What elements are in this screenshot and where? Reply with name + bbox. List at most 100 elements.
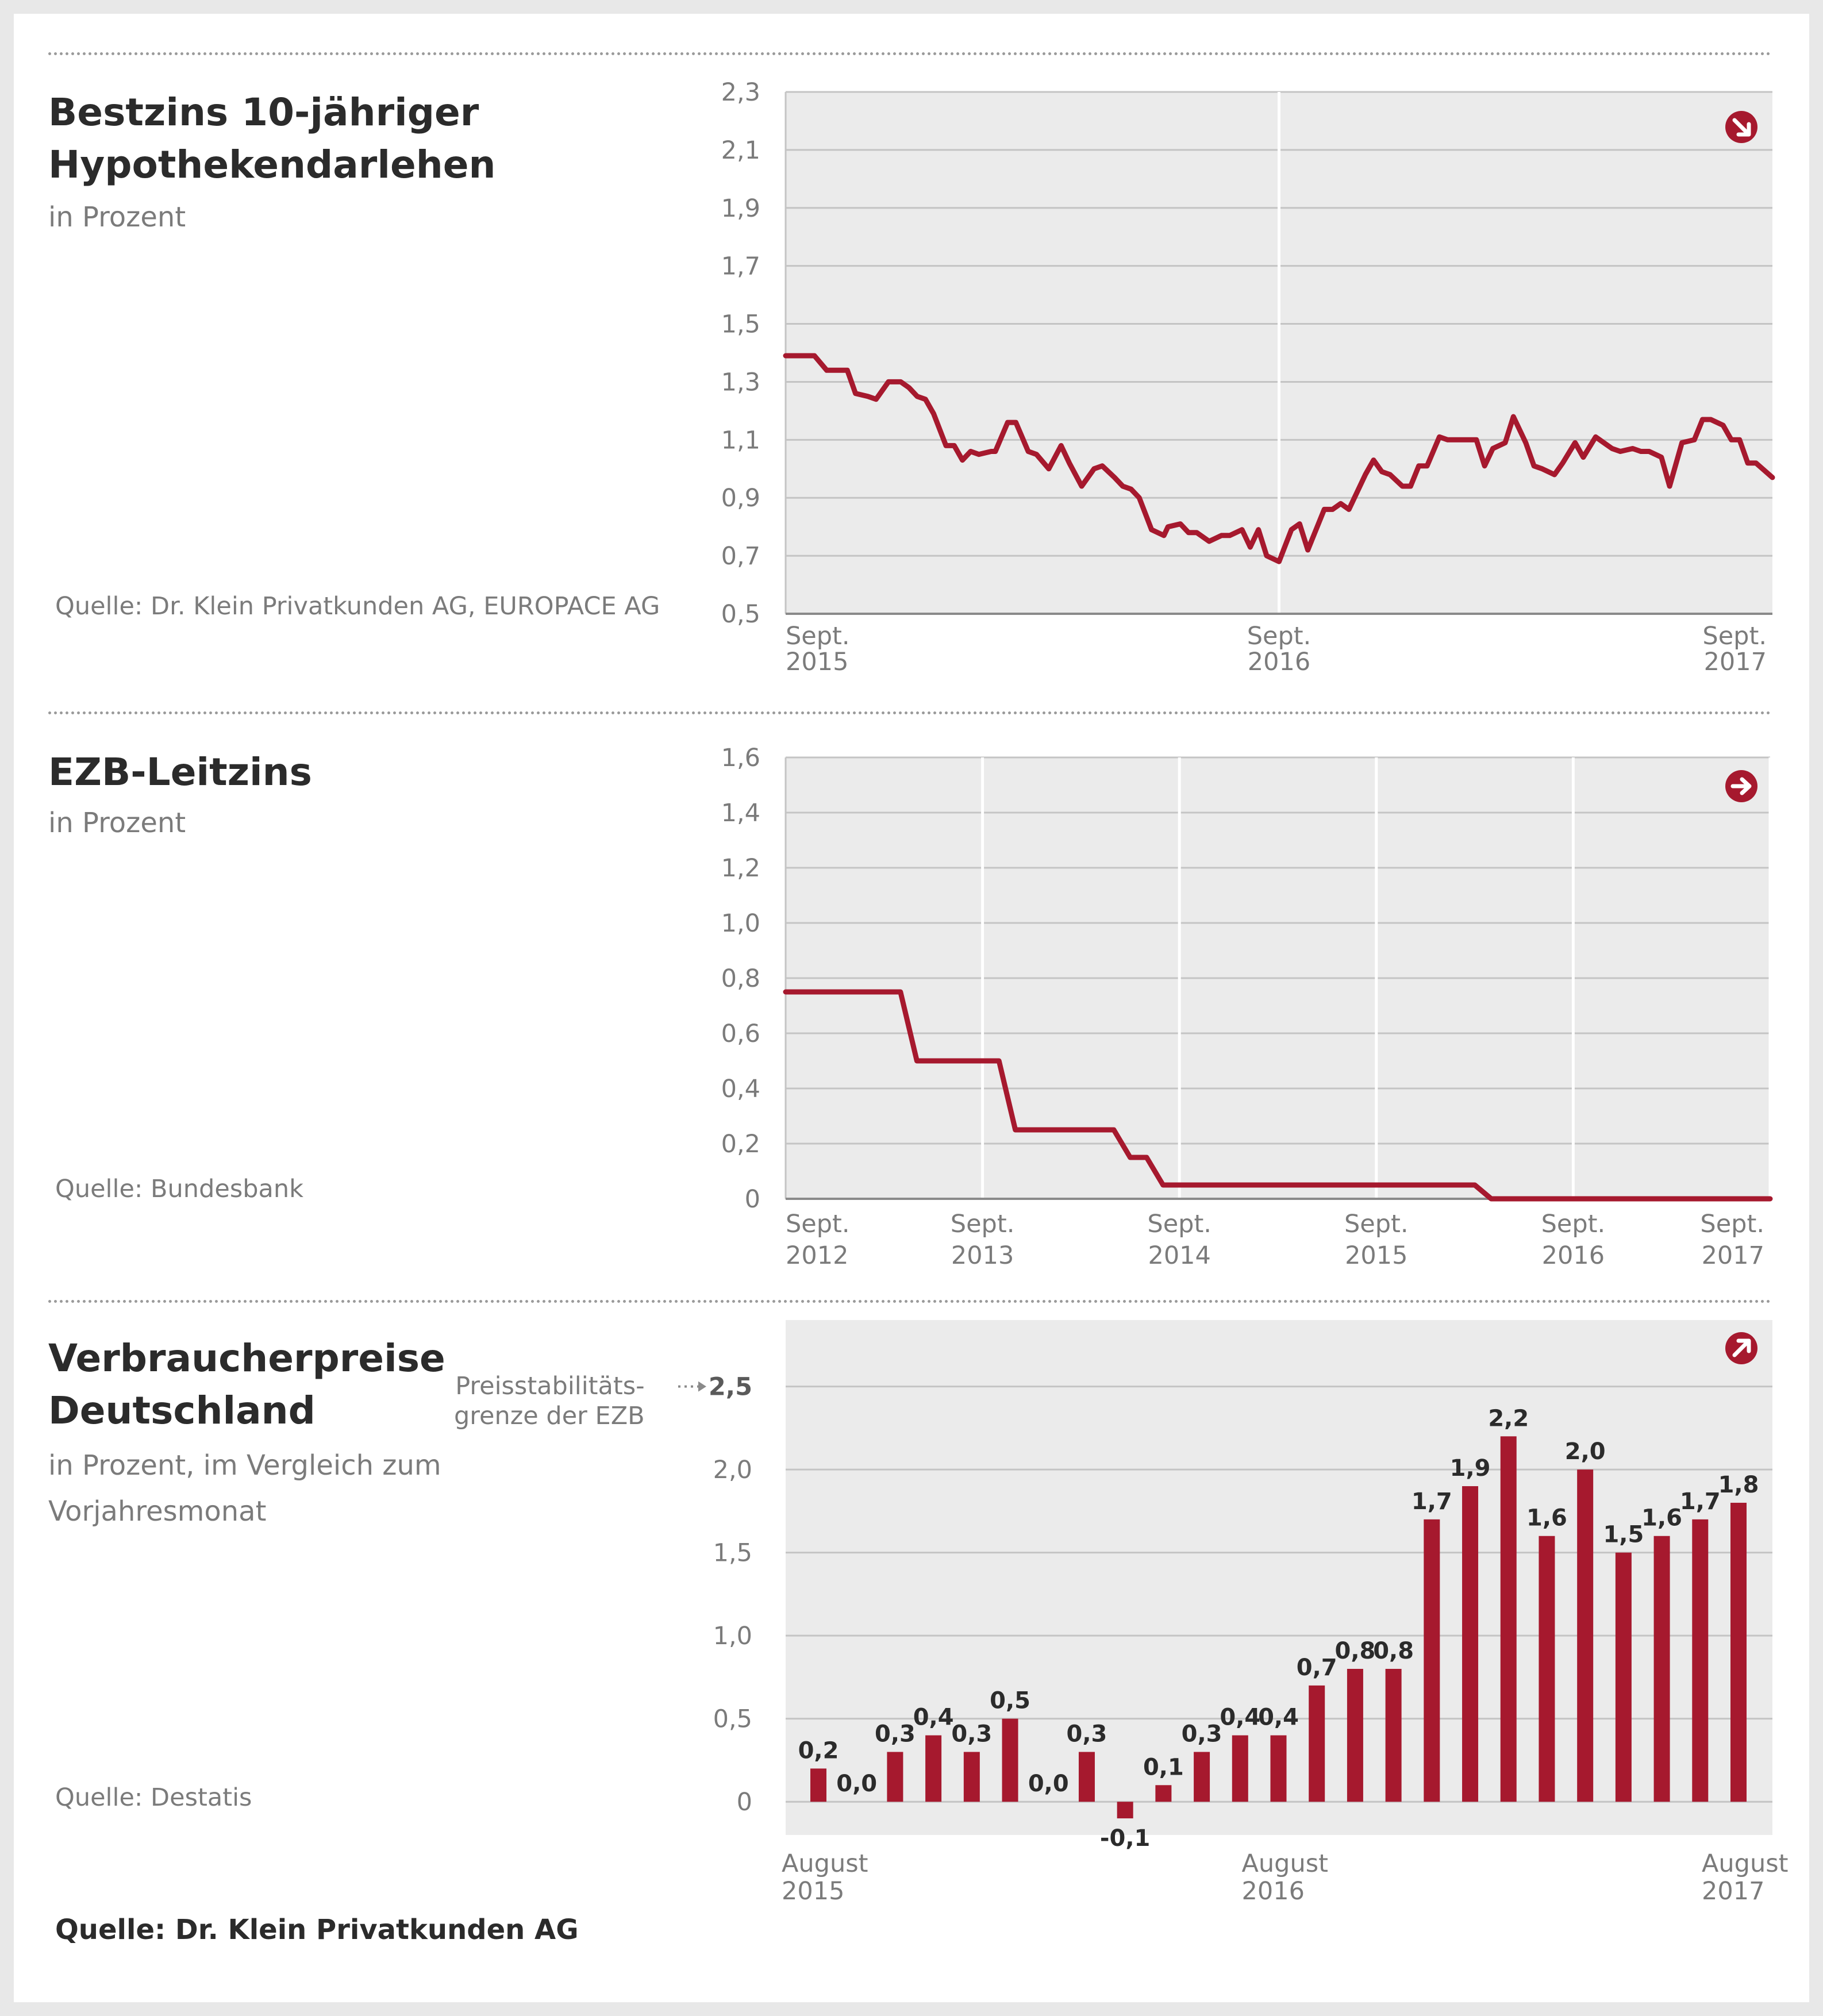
cpi-bar: [1692, 1519, 1709, 1802]
ecb-xtick-label: Sept.: [786, 1210, 850, 1238]
cpi-bar: [1270, 1735, 1287, 1802]
cpi-bar: [810, 1768, 826, 1802]
mortgage-ytick-label: 1,1: [721, 426, 760, 455]
chart3-source: Quelle: Destatis: [55, 1783, 252, 1812]
mortgage-ytick-label: 2,3: [721, 78, 760, 107]
cpi-data-label: 0,0: [1028, 1771, 1069, 1797]
ecb-xtick-label: 2016: [1542, 1241, 1605, 1270]
cpi-data-label: 0,2: [798, 1737, 839, 1764]
cpi-ytick-label: 1,5: [713, 1539, 752, 1568]
cpi-bar: [1653, 1536, 1670, 1802]
cpi-data-label: 2,0: [1565, 1438, 1606, 1465]
cpi-data-label: 0,8: [1373, 1638, 1414, 1664]
cpi-bar: [1232, 1735, 1248, 1802]
chart2-title: EZB-Leitzins: [48, 750, 312, 794]
cpi-ytick-label: 0: [737, 1788, 752, 1817]
ecb-series-line: [783, 989, 1773, 1202]
separator-top: [48, 52, 1771, 55]
cpi-bar: [1462, 1486, 1479, 1802]
cpi-bar: [1347, 1668, 1363, 1802]
mortgage-ytick-label: 1,5: [721, 310, 760, 339]
cpi-bar: [925, 1735, 942, 1802]
cpi-data-label: 0,0: [836, 1771, 877, 1797]
cpi-xtick-label: 2015: [782, 1877, 844, 1906]
cpi-data-label: 0,4: [913, 1705, 954, 1731]
cpi-bar: [1385, 1668, 1402, 1802]
cpi-bar: [1155, 1785, 1172, 1802]
cpi-bar: [1730, 1502, 1747, 1802]
mortgage-ytick-label: 0,9: [721, 484, 760, 513]
ecb-ytick-label: 0,2: [721, 1130, 760, 1159]
mortgage-xtick-label: 2016: [1248, 648, 1310, 676]
mortgage-ytick-label: 0,5: [721, 600, 760, 629]
reference-line-label: Preisstabilitäts- grenze der EZB: [454, 1372, 645, 1430]
cpi-data-label: 1,6: [1641, 1505, 1682, 1532]
cpi-ytick-label: 2,5: [709, 1373, 752, 1402]
ecb-ytick-label: 1,4: [721, 799, 760, 828]
cpi-bar: [1500, 1436, 1517, 1802]
cpi-data-label: 0,3: [951, 1721, 992, 1747]
ecb-ytick-label: 0,8: [721, 964, 760, 993]
cpi-data-label: 0,3: [1067, 1721, 1107, 1747]
cpi-xtick-label: August: [1702, 1849, 1788, 1878]
cpi-data-label: 1,7: [1412, 1488, 1452, 1515]
footer-source: Quelle: Dr. Klein Privatkunden AG: [55, 1914, 579, 1946]
cpi-xtick-label: 2016: [1242, 1877, 1305, 1906]
cpi-data-label: 1,5: [1603, 1522, 1644, 1548]
cpi-data-label: 0,8: [1334, 1638, 1375, 1664]
cpi-data-label: 0,4: [1258, 1705, 1299, 1731]
ecb-xtick-label: 2015: [1345, 1241, 1407, 1270]
mortgage-rate-chart: 0,50,70,91,11,31,51,71,92,12,3Sept.2015S…: [721, 78, 1775, 676]
reference-arrow-head: [698, 1381, 706, 1392]
cpi-data-label: 0,4: [1220, 1705, 1260, 1731]
mortgage-ytick-label: 2,1: [721, 136, 760, 165]
ecb-xtick-label: Sept.: [1700, 1210, 1764, 1238]
cpi-ytick-label: 0,5: [713, 1705, 752, 1734]
ecb-ytick-label: 0,6: [721, 1019, 760, 1048]
chart3-title: Verbraucherpreise Deutschland: [48, 1336, 445, 1433]
ecb-ytick-label: 0,4: [721, 1075, 760, 1103]
ecb-xtick-label: 2013: [951, 1241, 1014, 1270]
ecb-xtick-label: 2012: [786, 1241, 848, 1270]
mortgage-ytick-label: 1,7: [721, 252, 760, 281]
cpi-bar: [1577, 1469, 1594, 1802]
cpi-data-label: 1,6: [1526, 1505, 1567, 1532]
ecb-xtick-label: 2017: [1702, 1241, 1764, 1270]
cpi-data-label: 1,7: [1680, 1488, 1721, 1515]
ecb-xtick-label: Sept.: [1147, 1210, 1212, 1238]
ecb-xtick-label: Sept.: [951, 1210, 1015, 1238]
cpi-bar: [1194, 1752, 1210, 1802]
cpi-ytick-label: 2,0: [713, 1456, 752, 1484]
cpi-bar: [1078, 1752, 1095, 1802]
cpi-bar: [963, 1752, 980, 1802]
mortgage-ytick-label: 1,3: [721, 368, 760, 397]
cpi-bar: [887, 1752, 903, 1802]
cpi-data-label: 0,3: [1182, 1721, 1222, 1747]
mortgage-ytick-label: 0,7: [721, 542, 760, 571]
cpi-bar: [1424, 1519, 1440, 1802]
ecb-xtick-label: 2014: [1148, 1241, 1210, 1270]
chart1-source: Quelle: Dr. Klein Privatkunden AG, EUROP…: [55, 592, 660, 621]
cpi-data-label: 1,8: [1718, 1472, 1759, 1498]
chart1-subtitle: in Prozent: [48, 201, 186, 233]
mortgage-xtick-label: Sept.: [1247, 622, 1312, 651]
ecb-ytick-label: 1,2: [721, 854, 760, 883]
ecb-ytick-label: 1,0: [721, 909, 760, 938]
arrow-right-icon-glyph: [1730, 777, 1752, 795]
cpi-data-label: -0,1: [1100, 1825, 1150, 1852]
cpi-bar: [1615, 1552, 1632, 1802]
cpi-bar: [1309, 1685, 1325, 1802]
cpi-bar: [1117, 1802, 1133, 1819]
ecb-xtick-label: Sept.: [1541, 1210, 1606, 1238]
mortgage-xtick-label: 2017: [1704, 648, 1767, 676]
cpi-xtick-label: August: [782, 1849, 868, 1878]
separator-bottom: [48, 1300, 1771, 1303]
mortgage-xtick-label: 2015: [786, 648, 848, 676]
ecb-ytick-label: 1,6: [721, 744, 760, 772]
cpi-ytick-label: 1,0: [713, 1622, 752, 1650]
cpi-data-label: 0,7: [1297, 1655, 1337, 1681]
chart3-subtitle: in Prozent, im Vergleich zum Vorjahresmo…: [48, 1449, 441, 1528]
mortgage-series-line: [783, 353, 1775, 564]
separator-middle: [48, 711, 1771, 714]
